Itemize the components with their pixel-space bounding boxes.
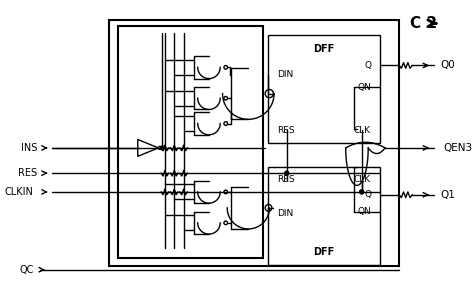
- Text: RES: RES: [18, 168, 37, 178]
- Text: DIN: DIN: [277, 70, 293, 79]
- Text: QN: QN: [357, 83, 371, 91]
- Circle shape: [161, 146, 164, 150]
- Text: Q: Q: [364, 61, 371, 70]
- Circle shape: [360, 190, 364, 194]
- Bar: [268, 167, 381, 265]
- Text: C 2: C 2: [410, 16, 438, 31]
- Text: QEN3: QEN3: [443, 143, 472, 153]
- Text: DFF: DFF: [314, 247, 335, 257]
- Bar: [268, 35, 381, 143]
- Bar: [118, 26, 263, 258]
- Text: DIN: DIN: [277, 209, 293, 218]
- Text: Q: Q: [364, 190, 371, 199]
- Text: INS: INS: [21, 143, 37, 153]
- Text: Q1: Q1: [440, 190, 455, 200]
- Text: QC: QC: [19, 265, 34, 275]
- Text: Q0: Q0: [440, 60, 455, 70]
- Text: QN: QN: [357, 207, 371, 216]
- Text: CLK: CLK: [354, 175, 371, 184]
- Text: DFF: DFF: [314, 44, 335, 54]
- Text: RES: RES: [277, 126, 295, 134]
- Bar: [109, 21, 399, 266]
- Circle shape: [285, 171, 289, 175]
- Circle shape: [360, 190, 364, 194]
- Text: CLKIN: CLKIN: [5, 187, 34, 197]
- Text: RES: RES: [277, 175, 295, 184]
- Text: CLK: CLK: [354, 126, 371, 134]
- Circle shape: [285, 171, 289, 175]
